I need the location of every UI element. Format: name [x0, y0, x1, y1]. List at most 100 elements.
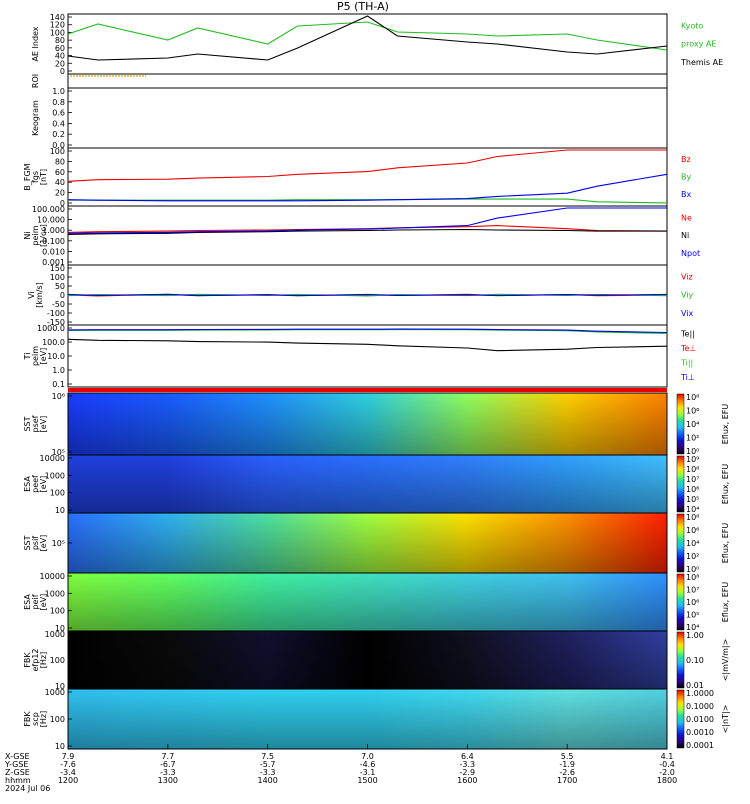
panel-kp: 1.0 0.8 0.60.4 0.2 0.0 Keogram: [31, 87, 668, 150]
ytick-label: 0.100: [42, 237, 65, 246]
plot-title: P5 (TH-A): [337, 0, 389, 13]
ytick-label: 10: [55, 506, 65, 515]
colorbar-label: Eflux, EFU: [721, 404, 730, 445]
series-line: [67, 149, 667, 182]
xtick-time: 1200: [58, 776, 78, 785]
ylabel-line: [eV]: [39, 535, 48, 552]
ytick-label: 0.010: [42, 247, 65, 256]
colorbar-tick: 10⁴: [686, 539, 699, 548]
colorbar-fbk_e: [676, 631, 685, 689]
ytick-label: 100: [50, 656, 65, 665]
xtick-ygse: -0.4: [659, 760, 675, 769]
ytick-label: 1000: [45, 471, 65, 480]
ytick-label: 0.1: [52, 380, 65, 389]
ylabel-line: Vi: [27, 291, 36, 299]
series-line: [67, 15, 668, 61]
colorbar-tick: 1.0000: [686, 689, 714, 698]
colorbar-tick: 0.1000: [686, 702, 714, 711]
ylabel-line: peim: [31, 225, 40, 245]
colorbar-esa_i: [676, 573, 685, 631]
legend-entry: Themis AE: [680, 58, 723, 67]
legend-entry: Viy: [681, 291, 694, 300]
panel-frame-kp: [67, 87, 668, 149]
xtick-zgse: -3.3: [260, 768, 276, 777]
xtick-time: 1700: [557, 776, 577, 785]
ytick-label: 120: [50, 21, 65, 30]
ytick-label: 100: [50, 28, 65, 37]
ytick-label: 1.000: [42, 226, 65, 235]
ylabel-line: peim: [31, 346, 40, 366]
ytick-label: 100: [50, 489, 65, 498]
colorbar-tick: 10⁴: [686, 420, 699, 429]
ytick-label: 10: [55, 682, 65, 691]
panel-fbk_b: 1000 100 10 FBK scp [Hz] 1.0000 0.1000 0.0100 0.0…: [23, 688, 730, 751]
ylabel-line: ESA: [23, 476, 32, 492]
ytick-label: 10: [55, 742, 65, 751]
xaxis-row-label: X-GSE: [5, 752, 30, 761]
xtick-ygse: -5.7: [260, 760, 276, 769]
legend-entry: Te||: [680, 330, 695, 339]
ylabel-line: SST: [23, 535, 32, 550]
ytick-label: 1000: [45, 688, 65, 697]
ytick-label: 1000: [45, 630, 65, 639]
ytick-label: 0.2: [52, 130, 65, 139]
panel-frame-roi: [67, 73, 668, 89]
ytick-label: 100.0: [42, 338, 65, 347]
colorbar-esa_e: [676, 455, 685, 513]
colorbar-fbk_b: [676, 689, 685, 749]
ylabel-line: Ti: [23, 353, 32, 361]
panel-ti: 1000.0 100.0 10.0 1.0 0.1 Ti peim [eV] Te|| Te⊥ Ti…: [23, 324, 696, 389]
ytick-label: 0.0: [52, 141, 65, 150]
ytick-label: 140: [50, 13, 65, 22]
ytick-label: 10000: [40, 454, 65, 463]
ytick-label: 100: [50, 273, 65, 282]
colorbar-tick: 0.01: [686, 681, 704, 690]
panel-frame-ae: [67, 13, 668, 75]
xaxis-row-label: hhmm: [5, 776, 31, 785]
xtick-zgse: -3.3: [160, 768, 176, 777]
ytick-label: 0.4: [52, 119, 65, 128]
legend-entry: Viz: [681, 273, 693, 282]
ytick-label: 100: [50, 147, 65, 156]
data-quality-bar: [68, 388, 667, 392]
xtick-zgse: -3.4: [60, 768, 76, 777]
series-line: [67, 293, 668, 297]
ytick-label: 10.000: [37, 216, 65, 225]
ylabel-line: [nT]: [39, 169, 48, 185]
colorbar-tick: 10⁶: [686, 485, 699, 494]
colorbar-tick: 10⁰: [686, 447, 699, 456]
xtick-time: 1800: [657, 776, 677, 785]
ytick-label: 0.8: [52, 98, 65, 107]
xtick-time: 1600: [457, 776, 477, 785]
xtick-ygse: -3.3: [460, 760, 476, 769]
xtick-ygse: -1.9: [559, 760, 575, 769]
legend-entry: Ti||: [680, 358, 693, 367]
spectrogram-shade-esa_i: [68, 573, 667, 631]
spectrogram-shade-fbk_e: [68, 631, 667, 689]
ytick-label: 50: [55, 282, 65, 291]
ytick-label: 80: [55, 157, 65, 166]
legend-entry: Ti⊥: [680, 373, 695, 382]
series-line: [67, 228, 667, 235]
legend-entry: Vix: [681, 309, 694, 318]
ytick-label: 1000: [45, 589, 65, 598]
ylabel-line: FBK: [23, 652, 32, 668]
colorbar-label: Eflux, EFU: [721, 523, 730, 564]
ytick-label: 150: [50, 264, 65, 273]
series-line: [67, 338, 668, 352]
ylabel-line: [Hz]: [39, 711, 48, 727]
legend-entry: proxy AE: [681, 40, 716, 49]
ytick-label: 0.6: [52, 109, 65, 118]
ylabel-line: peef: [31, 475, 40, 493]
colorbar-tick: 10²: [686, 434, 699, 443]
panel-frame-ni: [67, 205, 668, 266]
ytick-label: 60: [55, 168, 65, 177]
colorbar-label: Eflux, EFU: [721, 582, 730, 623]
colorbar-tick: 10⁰: [686, 565, 699, 574]
colorbar-tick: 0.0100: [686, 715, 714, 724]
xaxis-row-label: Z-GSE: [5, 768, 30, 777]
colorbar-tick: 1.00: [686, 631, 704, 640]
ylabel-line: ESA: [23, 594, 32, 610]
